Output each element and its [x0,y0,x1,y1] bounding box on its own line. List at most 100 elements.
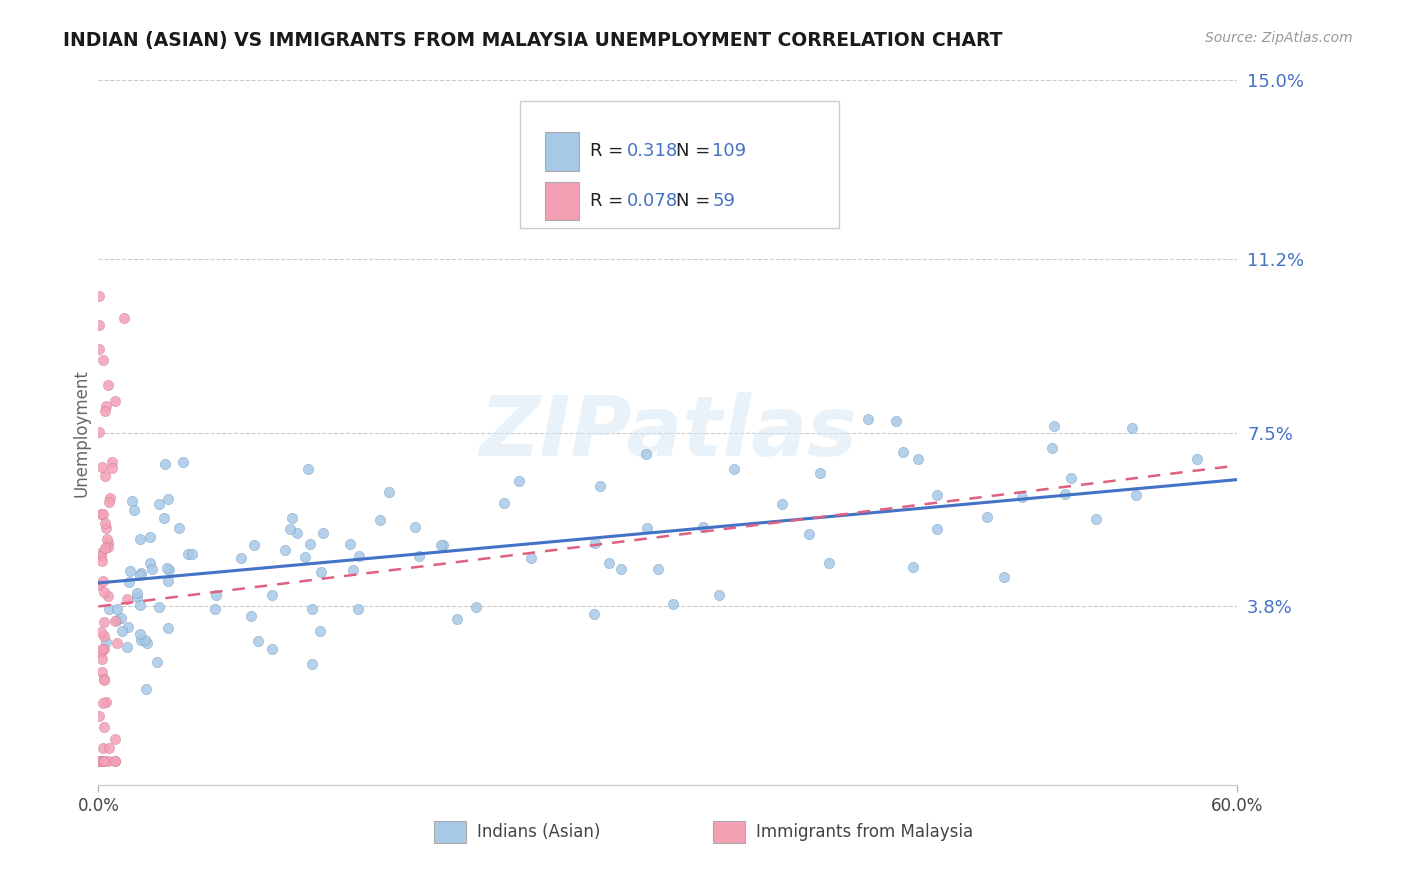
Point [907,452,929,467]
Point [1040,441,1063,455]
Point [94,404,117,418]
Point [169,521,191,535]
Point [583,536,606,550]
Point [90,665,112,679]
Point [110,611,132,625]
Point [94,516,117,530]
Point [430,538,453,552]
Point [311,525,333,540]
Point [464,600,486,615]
Point [128,532,150,546]
Point [520,550,543,565]
Point [1121,420,1143,434]
Point [93,755,115,769]
Y-axis label: Unemployment: Unemployment [73,368,91,497]
Point [97,755,120,769]
Point [172,455,194,469]
Bar [546,182,579,220]
Point [97,495,120,509]
Point [97,602,120,616]
Point [90,508,112,522]
Point [494,496,516,510]
Point [723,462,745,476]
Point [90,459,112,474]
Point [349,549,371,564]
Point [90,554,112,568]
Point [93,629,115,643]
Point [114,310,136,325]
Point [1084,512,1107,526]
FancyBboxPatch shape [520,102,839,228]
Point [339,537,361,551]
Point [294,549,316,564]
Point [129,627,152,641]
Point [240,609,263,624]
Point [1011,490,1033,504]
Point [301,602,323,616]
Point [91,507,114,521]
Point [98,491,121,505]
Point [94,469,117,483]
Point [90,624,112,639]
Text: Indians (Asian): Indians (Asian) [477,823,600,841]
Point [1187,451,1209,466]
Point [94,521,117,535]
Point [180,548,202,562]
Point [104,393,127,408]
Point [1042,419,1064,434]
Point [91,574,114,589]
Point [89,755,111,769]
Point [301,657,323,671]
Point [97,540,120,554]
Point [115,640,138,654]
Text: Source: ZipAtlas.com: Source: ZipAtlas.com [1205,31,1353,45]
Point [262,588,284,602]
Point [105,602,128,616]
Text: 59: 59 [713,192,735,210]
Bar [434,821,467,844]
Point [925,488,948,502]
Point [278,522,301,536]
Point [104,755,127,769]
Point [1059,471,1081,485]
Point [141,562,163,576]
Point [93,541,115,555]
Point [117,620,139,634]
Point [91,755,114,769]
Point [89,755,111,769]
Point [115,592,138,607]
Text: N =: N = [676,143,716,161]
Point [122,503,145,517]
Point [157,574,180,588]
Point [636,521,658,535]
Point [127,591,149,605]
Point [797,527,820,541]
Point [97,589,120,603]
Point [901,559,924,574]
Point [96,695,118,709]
Point [91,741,114,756]
Point [262,642,284,657]
Point [97,535,120,549]
Point [129,598,152,612]
Point [93,642,115,657]
Point [285,525,308,540]
Point [129,567,152,582]
Point [90,549,112,564]
Point [121,493,143,508]
Point [993,570,1015,584]
Point [93,585,115,599]
Point [101,461,124,475]
Bar [546,132,579,170]
Point [89,289,111,303]
Point [97,377,120,392]
Point [242,538,264,552]
Point [105,614,128,628]
Point [139,530,162,544]
Point [309,624,332,638]
Point [884,414,907,428]
Point [89,343,111,357]
Point [432,538,454,552]
Point [97,740,120,755]
Point [96,532,118,546]
